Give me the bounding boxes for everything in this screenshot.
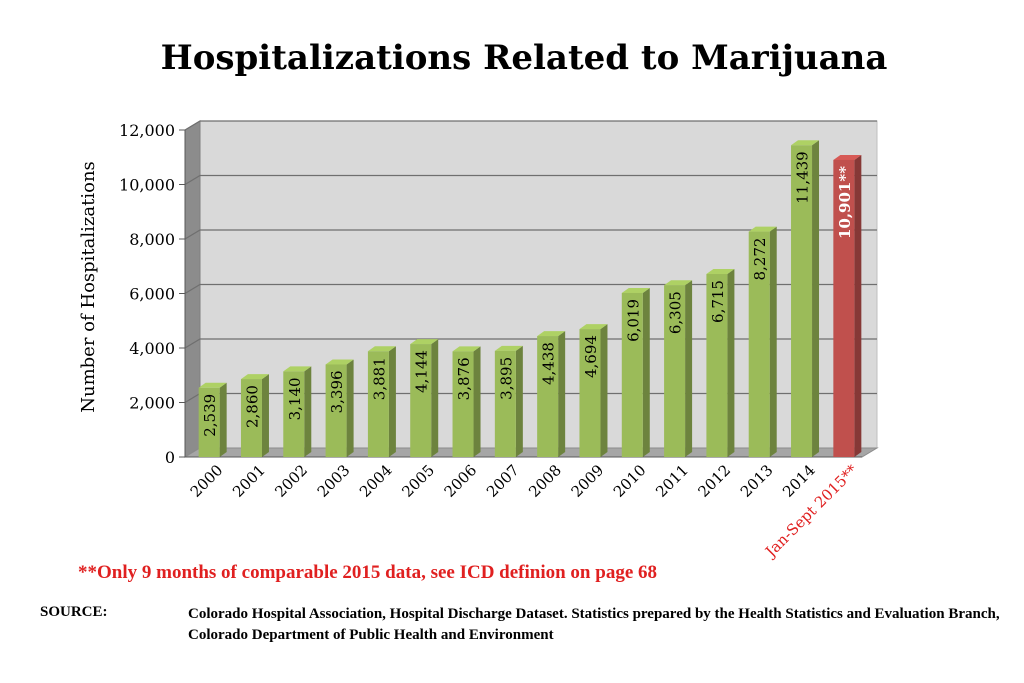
bar [283, 371, 305, 457]
bar-side [388, 346, 396, 457]
data-label: 10,901** [836, 166, 854, 239]
bar-top [579, 324, 608, 330]
bar-top [791, 140, 820, 146]
x-tick-label: 2002 [271, 461, 311, 501]
bar-top [283, 366, 312, 372]
data-label: 3,876 [455, 357, 473, 400]
x-tick-label: 2000 [187, 461, 227, 501]
data-label: 4,694 [582, 335, 600, 378]
bar-top [367, 346, 396, 352]
gridline [184, 229, 877, 240]
bar [198, 387, 220, 457]
data-label: 3,140 [286, 377, 304, 420]
bar-side [769, 226, 777, 457]
bar-side [558, 331, 566, 457]
data-label: 3,895 [497, 357, 515, 400]
bar-side [600, 324, 608, 457]
x-tick-label: 2008 [525, 461, 565, 501]
y-tick-label: 10,000 [119, 176, 175, 195]
bar-side [219, 382, 227, 457]
footnote: **Only 9 months of comparable 2015 data,… [78, 562, 657, 583]
bar-top [537, 331, 566, 337]
data-label: 6,305 [667, 291, 685, 334]
bar-chart: 0 2,000 4,000 6,000 8,000 10,000 12,000 Number … [78, 120, 879, 562]
gridline [184, 120, 877, 131]
bar [579, 329, 601, 457]
data-label: 4,438 [540, 342, 558, 385]
chart-title: Hospitalizations Related to Marijuana [160, 38, 888, 78]
y-tick-label: 6,000 [129, 285, 175, 304]
gridline [184, 283, 877, 295]
x-tick-label: 2006 [441, 461, 481, 501]
data-label: 6,019 [624, 299, 642, 342]
x-tick-label: 2010 [610, 461, 650, 501]
bar [706, 274, 728, 457]
x-tick-label: 2004 [356, 461, 396, 501]
data-label: 3,396 [328, 370, 346, 413]
bar [367, 351, 389, 457]
bar-side [515, 345, 523, 457]
bar-top [452, 346, 481, 352]
bar [621, 292, 643, 457]
y-tick-label: 8,000 [129, 230, 175, 249]
bar-top [621, 287, 650, 293]
y-tick-label: 2,000 [129, 394, 175, 413]
bar [452, 351, 474, 457]
bar-top [833, 154, 862, 160]
x-tick-label: 2005 [398, 461, 438, 501]
bar-side [431, 339, 439, 457]
bar-side [473, 346, 481, 457]
bar-top [410, 339, 439, 345]
bar [494, 350, 516, 457]
bar [325, 364, 347, 457]
data-label: 3,881 [370, 357, 388, 400]
bar-side [261, 374, 269, 457]
data-label: 8,272 [751, 238, 769, 281]
bar [410, 344, 432, 457]
bar-top [664, 280, 693, 286]
bar [833, 159, 855, 457]
bar [664, 285, 686, 457]
bar-top [706, 269, 735, 275]
bar-side [685, 280, 693, 457]
bar [748, 231, 770, 457]
bar-side [854, 154, 862, 457]
x-tick-label: 2012 [695, 461, 735, 501]
bar-side [727, 269, 735, 457]
gridline [184, 338, 877, 349]
x-tick-label: 2003 [314, 461, 354, 501]
data-label: 2,539 [201, 394, 219, 437]
gridline [184, 174, 877, 186]
bar-top [325, 359, 354, 365]
data-label: 2,860 [243, 385, 261, 428]
data-label: 11,439 [794, 151, 812, 204]
bar-top [240, 374, 269, 380]
source-text: Colorado Hospital Association, Hospital … [188, 606, 1000, 643]
bar-side [812, 140, 820, 458]
bar-side [642, 287, 650, 457]
bar-top [494, 345, 523, 351]
bar [537, 336, 559, 457]
bar [791, 145, 813, 458]
bar-side [304, 366, 312, 457]
x-tick-label: 2013 [737, 461, 777, 501]
y-axis-title: Number of Hospitalizations [78, 161, 99, 413]
bar [240, 379, 262, 457]
x-tick-label: 2001 [229, 461, 269, 501]
x-tick-label: 2011 [652, 461, 692, 501]
x-tick-label: 2007 [483, 461, 523, 501]
data-label: 4,144 [413, 350, 431, 393]
bar-side [346, 359, 354, 457]
source-label: SOURCE: [40, 604, 108, 620]
data-label: 6,715 [709, 280, 727, 323]
y-tick-label: 4,000 [129, 339, 175, 358]
y-tick-label: 12,000 [119, 121, 175, 140]
x-tick-label: 2014 [779, 461, 819, 501]
bar-top [748, 226, 777, 232]
bar-top [198, 382, 227, 388]
x-tick-label: 2009 [568, 461, 608, 501]
y-tick-label: 0 [165, 448, 175, 467]
